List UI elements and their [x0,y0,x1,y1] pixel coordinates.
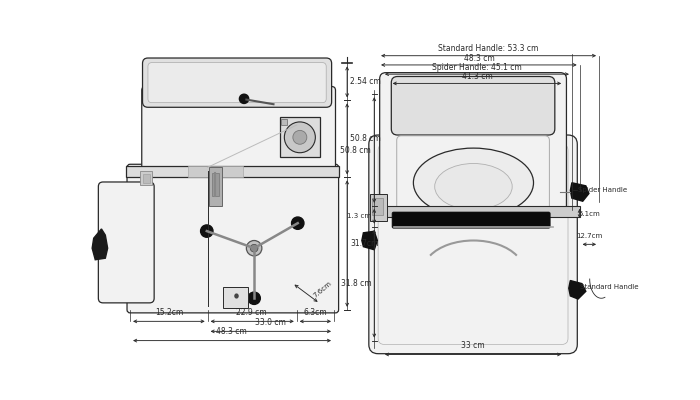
Text: 6.3cm: 6.3cm [304,308,327,317]
Bar [140,171,152,185]
Text: 31.7cm: 31.7cm [350,239,379,248]
Text: 48.3 cm: 48.3 cm [216,327,247,336]
FancyBboxPatch shape [391,76,555,135]
Polygon shape [92,229,108,260]
FancyBboxPatch shape [148,63,326,103]
Text: 15.2cm: 15.2cm [155,308,183,317]
Text: Spider Handle: Spider Handle [578,188,627,194]
Polygon shape [570,183,589,201]
Text: 33 cm: 33 cm [461,341,485,350]
FancyBboxPatch shape [143,58,332,107]
Circle shape [239,94,248,104]
Polygon shape [362,231,377,250]
Bar [280,117,320,157]
Text: 1.3 cm: 1.3 cm [347,213,371,219]
Bar [281,119,288,125]
FancyBboxPatch shape [379,73,566,216]
Bar [223,287,248,308]
Text: 33.0 cm: 33.0 cm [255,318,286,327]
FancyBboxPatch shape [141,86,335,175]
Bar [188,166,242,177]
Bar [126,166,340,177]
Text: 50.8 cm: 50.8 cm [350,134,381,143]
Bar [374,206,580,218]
Text: 5.1cm: 5.1cm [578,210,600,216]
Circle shape [251,244,258,252]
Ellipse shape [414,148,533,218]
Circle shape [248,292,260,304]
Circle shape [284,122,315,153]
FancyBboxPatch shape [369,135,578,354]
Ellipse shape [435,164,512,210]
Circle shape [292,217,304,229]
Text: 48.3 cm: 48.3 cm [463,54,494,63]
Bar [209,167,222,206]
Bar [370,194,387,221]
FancyBboxPatch shape [392,212,550,228]
FancyBboxPatch shape [127,164,339,313]
Text: 2.54 cm: 2.54 cm [350,77,381,86]
Bar [211,173,219,196]
Text: Standard Handle: 53.3 cm: Standard Handle: 53.3 cm [438,44,539,53]
FancyBboxPatch shape [98,182,154,303]
Text: Standard Handle: Standard Handle [580,284,638,290]
Text: 12.7cm: 12.7cm [576,233,602,239]
Text: 41.3 cm: 41.3 cm [461,72,492,81]
Text: Spider Handle: 45.1 cm: Spider Handle: 45.1 cm [432,63,522,72]
Circle shape [246,240,262,256]
Text: 31.8 cm: 31.8 cm [340,279,371,288]
Circle shape [293,130,307,144]
Polygon shape [569,280,586,299]
Text: 22.9 cm: 22.9 cm [237,308,267,317]
Text: 7.6cm: 7.6cm [312,280,333,298]
Circle shape [201,225,213,237]
Bar [144,174,150,183]
Text: 50.8 cm: 50.8 cm [340,146,371,154]
Bar [372,198,383,215]
